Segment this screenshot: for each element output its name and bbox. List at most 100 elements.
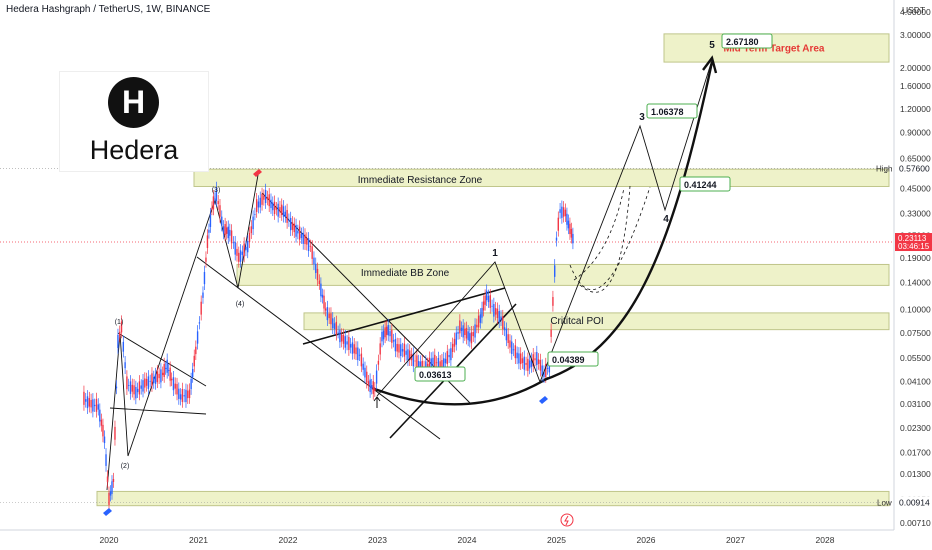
- candle-body: [164, 367, 167, 369]
- candle-body: [245, 246, 247, 251]
- candle-body: [124, 362, 126, 369]
- candle-body: [135, 386, 137, 399]
- wave-label: (4): [236, 301, 245, 308]
- candle-body: [464, 328, 466, 336]
- candle-body: [541, 365, 543, 376]
- candle-body: [202, 292, 204, 298]
- candle-body: [196, 331, 199, 344]
- x-tick-label: 2020: [100, 535, 119, 545]
- candle-body: [357, 347, 359, 361]
- zone-label-poi: Crititcal POI: [550, 316, 603, 327]
- candle-body: [167, 370, 170, 371]
- flash-icon: [564, 515, 569, 526]
- candle-body: [117, 334, 119, 348]
- candle-body: [450, 348, 452, 361]
- candle-body: [100, 419, 103, 426]
- candle-body: [144, 378, 146, 388]
- wave-label: 3: [639, 112, 645, 123]
- candle-body: [211, 207, 213, 210]
- x-tick-label: 2028: [816, 535, 835, 545]
- candle-body: [335, 321, 338, 335]
- candle-body: [323, 295, 325, 309]
- low-label: Low: [877, 499, 892, 508]
- candle-body: [185, 389, 187, 403]
- candle-body: [156, 371, 159, 383]
- y-tick-label: 0.04100: [900, 377, 931, 387]
- candle-body: [169, 367, 171, 381]
- candle-body: [333, 323, 336, 330]
- candle-body: [444, 358, 447, 364]
- high-label: High: [876, 164, 892, 173]
- candle-body: [122, 341, 125, 352]
- candle-body: [300, 233, 303, 238]
- candle-body: [153, 376, 155, 383]
- candle-body: [221, 216, 223, 226]
- candle-body: [105, 454, 107, 466]
- candle-body: [462, 325, 464, 338]
- candle-body: [230, 230, 233, 244]
- candle-body: [111, 481, 113, 494]
- candle-body: [332, 318, 334, 329]
- candle-body: [476, 324, 478, 328]
- y-tick-label: 0.10000: [900, 305, 931, 315]
- candle-body: [263, 195, 265, 200]
- candle-body: [339, 329, 341, 343]
- y-tick-label: 0.05500: [900, 353, 931, 363]
- candle-body: [293, 223, 295, 233]
- candle-body: [472, 332, 474, 337]
- candle-body: [232, 242, 235, 244]
- low-value: 0.00914: [899, 498, 930, 508]
- candle-body: [385, 326, 388, 335]
- candle-body: [120, 321, 123, 333]
- candle-body: [561, 206, 563, 218]
- candle-body: [193, 355, 195, 367]
- y-tick-label: 2.00000: [900, 63, 931, 73]
- candle-body: [214, 198, 216, 200]
- candle-body: [282, 206, 285, 217]
- candle-body: [419, 361, 422, 371]
- candle-body: [316, 268, 319, 281]
- candle-body: [99, 409, 101, 422]
- candle-body: [459, 320, 461, 334]
- candle-body: [355, 347, 357, 355]
- candle-body: [437, 357, 440, 371]
- candle-body: [224, 224, 226, 236]
- price-callout: 0.03613: [419, 370, 452, 380]
- candle-body: [236, 248, 238, 256]
- candle-body: [241, 251, 244, 255]
- candle-body: [534, 358, 536, 361]
- candle-body: [567, 220, 570, 229]
- high-value-bg: [895, 162, 932, 175]
- candle-body: [481, 307, 483, 318]
- candle-body: [362, 363, 364, 370]
- candle-body: [309, 245, 312, 247]
- candle-body: [324, 308, 327, 311]
- candle-body: [219, 205, 221, 217]
- candle-body: [400, 344, 402, 357]
- candle-body: [140, 385, 142, 389]
- candle-body: [572, 233, 574, 244]
- candle-body: [528, 360, 531, 369]
- candle-body: [432, 357, 434, 365]
- candle-body: [401, 349, 404, 352]
- candle-body: [539, 360, 542, 371]
- candle-body: [266, 197, 269, 200]
- candle-body: [493, 303, 495, 317]
- y-tick-label: 1.20000: [900, 104, 931, 114]
- candle-body: [469, 333, 471, 342]
- projected-wave-outline: [376, 59, 713, 397]
- candle-body: [239, 250, 242, 262]
- candle-body: [229, 229, 231, 236]
- candle-body: [342, 334, 345, 344]
- candle-body: [284, 211, 287, 217]
- candle-body: [446, 351, 449, 365]
- candle-body: [500, 316, 502, 321]
- candle-body: [195, 346, 197, 355]
- candle-body: [209, 214, 212, 227]
- candle-body: [489, 295, 491, 308]
- candle-body: [272, 202, 274, 211]
- wave-label: 1: [492, 248, 498, 259]
- candle-body: [129, 381, 132, 394]
- candle-body: [379, 343, 381, 355]
